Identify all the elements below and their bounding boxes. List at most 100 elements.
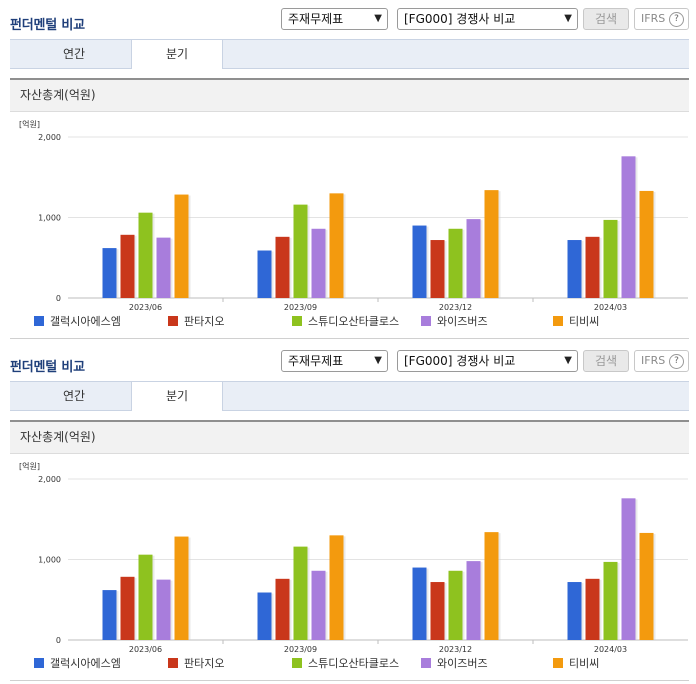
ifrs-button[interactable]: IFRS ? [634, 8, 689, 30]
bar [174, 536, 189, 640]
search-button[interactable]: 검색 [583, 8, 629, 30]
x-tick-label: 2023/06 [129, 645, 162, 654]
y-tick-label: 0 [56, 294, 61, 303]
bar [102, 590, 117, 640]
bar [621, 498, 636, 640]
bar [275, 236, 290, 298]
bar [603, 219, 618, 298]
tab-quarterly[interactable]: 분기 [131, 40, 223, 69]
bar [448, 228, 463, 298]
x-tick-label: 2024/03 [594, 303, 627, 312]
legend-label: 스튜디오산타클로스 [308, 315, 399, 328]
bar [329, 535, 344, 640]
statement-select[interactable]: 주재무제표 ▼ [281, 8, 388, 30]
bar [257, 592, 272, 640]
legend-label: 판타지오 [184, 657, 224, 670]
help-icon[interactable]: ? [669, 354, 684, 369]
bar [156, 237, 171, 298]
fundamental-panel-1: 펀더멘털 비교 주재무제표 ▼ [FG000] 경쟁사 비교 ▼ 검색 IFRS… [10, 8, 689, 339]
page-title: 펀더멘털 비교 [10, 18, 85, 33]
period-tabs: 연간 분기 [10, 39, 689, 69]
y-tick-label: 2,000 [38, 475, 61, 484]
bar [293, 204, 308, 298]
bar [466, 219, 481, 298]
ifrs-button[interactable]: IFRS ? [634, 350, 689, 372]
y-tick-label: 2,000 [38, 133, 61, 142]
unit-label: [억원] [19, 461, 40, 471]
legend-swatch [421, 658, 431, 668]
statement-select-value: 주재무제표 [288, 354, 344, 368]
bar [120, 576, 135, 640]
chevron-down-icon: ▼ [374, 13, 382, 24]
bar [156, 579, 171, 640]
legend-swatch [553, 658, 563, 668]
legend-swatch [34, 658, 44, 668]
x-tick-label: 2023/09 [284, 303, 317, 312]
bar [138, 212, 153, 298]
chevron-down-icon: ▼ [374, 355, 382, 366]
legend-label: 갤럭시아에스엠 [50, 657, 121, 670]
ifrs-label: IFRS [641, 12, 666, 25]
tab-annual[interactable]: 연간 [62, 47, 86, 61]
statement-select-value: 주재무제표 [288, 12, 344, 26]
x-tick-label: 2023/06 [129, 303, 162, 312]
fundamental-panel-2: 펀더멘털 비교 주재무제표 ▼ [FG000] 경쟁사 비교 ▼ 검색 IFRS… [0, 342, 696, 684]
tab-quarterly[interactable]: 분기 [131, 382, 223, 411]
chevron-down-icon: ▼ [564, 13, 572, 24]
statement-select[interactable]: 주재무제표 ▼ [281, 350, 388, 372]
bar [275, 578, 290, 640]
bar [567, 240, 582, 298]
help-icon[interactable]: ? [669, 12, 684, 27]
bar [257, 250, 272, 298]
bar [585, 578, 600, 640]
legend-swatch [168, 316, 178, 326]
bar [138, 554, 153, 640]
x-tick-label: 2023/12 [439, 645, 472, 654]
peer-group-select[interactable]: [FG000] 경쟁사 비교 ▼ [397, 8, 578, 30]
legend-swatch [553, 316, 563, 326]
bar [621, 156, 636, 298]
legend-label: 티비씨 [569, 657, 599, 670]
bar [484, 532, 499, 640]
x-tick-label: 2024/03 [594, 645, 627, 654]
peer-group-select-value: [FG000] 경쟁사 비교 [404, 12, 516, 26]
legend-swatch [421, 316, 431, 326]
legend-label: 와이즈버즈 [437, 657, 488, 670]
section-title: 자산총계(억원) [10, 422, 689, 454]
bar [430, 240, 445, 298]
tab-annual[interactable]: 연간 [62, 389, 86, 403]
bar [603, 561, 618, 640]
bar [430, 582, 445, 640]
bar [484, 190, 499, 298]
bar [448, 570, 463, 640]
peer-group-select[interactable]: [FG000] 경쟁사 비교 ▼ [397, 350, 578, 372]
section-title: 자산총계(억원) [10, 80, 689, 112]
y-tick-label: 1,000 [38, 556, 61, 565]
legend-swatch [292, 658, 302, 668]
total-assets-chart: [억원] 0 1,000 2,000 2023/06 2023/09 2023/12 2024… [19, 461, 688, 670]
legend-swatch [292, 316, 302, 326]
bar [102, 248, 117, 298]
bar [466, 561, 481, 640]
bar [120, 234, 135, 298]
bar [639, 532, 654, 640]
y-tick-label: 1,000 [38, 214, 61, 223]
legend-label: 티비씨 [569, 315, 599, 328]
chart-box: 자산총계(억원) [억원] 0 1,000 2,000 2023/06 2023/09 20… [10, 78, 689, 339]
legend-swatch [34, 316, 44, 326]
page-title: 펀더멘털 비교 [10, 360, 85, 375]
legend-swatch [168, 658, 178, 668]
bar [311, 570, 326, 640]
x-tick-label: 2023/12 [439, 303, 472, 312]
bar [293, 546, 308, 640]
chevron-down-icon: ▼ [564, 355, 572, 366]
period-tabs: 연간 분기 [10, 381, 689, 411]
search-button[interactable]: 검색 [583, 350, 629, 372]
unit-label: [억원] [19, 119, 40, 129]
bar [585, 236, 600, 298]
chart-box: 자산총계(억원) [억원] 0 1,000 2,000 2023/06 2023/09 20… [10, 420, 689, 681]
legend-label: 스튜디오산타클로스 [308, 657, 399, 670]
y-tick-label: 0 [56, 636, 61, 645]
ifrs-label: IFRS [641, 354, 666, 367]
bar [174, 194, 189, 298]
